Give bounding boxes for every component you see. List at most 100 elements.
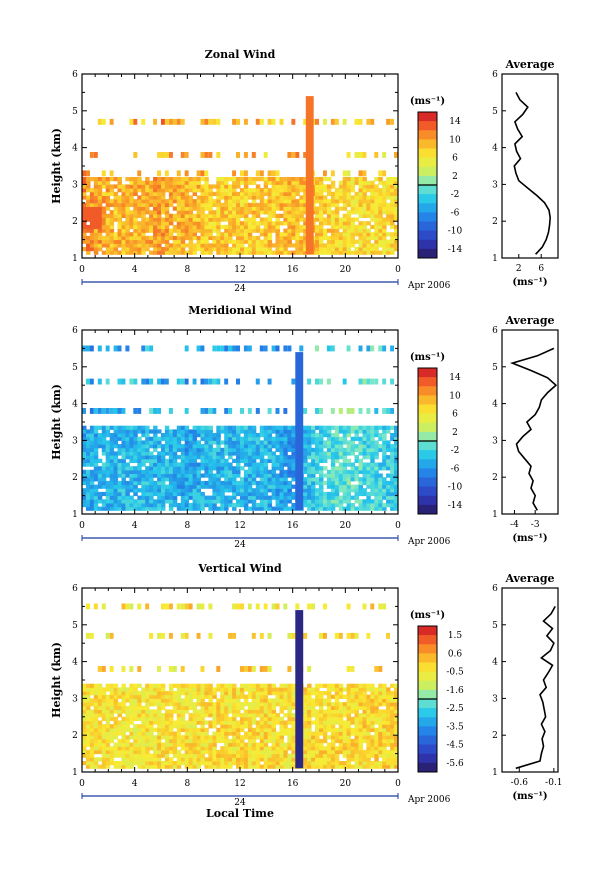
heatmap-cell <box>275 177 280 182</box>
heatmap-cell <box>188 742 194 747</box>
heatmap-cell <box>196 694 201 699</box>
heatmap-cell <box>212 495 217 500</box>
heatmap-cell <box>315 687 320 692</box>
heatmap-cell <box>330 247 336 252</box>
heatmap-cell <box>117 180 122 185</box>
heatmap-cell <box>117 466 122 471</box>
heatmap-cell <box>283 447 288 452</box>
heatmap-cell <box>86 683 91 688</box>
heatmap-cell <box>196 757 201 762</box>
heatmap-cell <box>267 506 273 511</box>
heatmap-cell <box>279 495 284 500</box>
heatmap-cell <box>117 473 122 478</box>
heatmap-cell <box>157 503 162 508</box>
heatmap-cell <box>137 429 142 434</box>
heatmap-cell <box>275 491 280 497</box>
profile-y-tick-label: 1 <box>492 254 498 264</box>
heatmap-cell <box>299 195 304 200</box>
heatmap-cell <box>172 480 178 486</box>
heatmap-cell <box>338 506 344 511</box>
x-tick-label: 8 <box>184 265 190 275</box>
heatmap-cell <box>97 764 103 769</box>
heatmap-cell <box>184 742 190 747</box>
heatmap-cell <box>315 466 320 471</box>
heatmap-cell <box>220 705 225 710</box>
heatmap-cell <box>378 224 383 230</box>
heatmap-cell <box>279 436 284 441</box>
heatmap-cell <box>267 217 273 222</box>
heatmap-cell <box>137 436 142 441</box>
heatmap-cell <box>358 345 363 352</box>
heatmap-cell <box>145 716 150 721</box>
heatmap-cell <box>243 221 249 226</box>
heatmap-cell <box>251 217 257 222</box>
heatmap-cell <box>133 184 138 189</box>
heatmap-cell <box>275 473 280 478</box>
heatmap-cell <box>192 235 197 241</box>
heatmap-cell <box>370 206 375 211</box>
heatmap-cell <box>188 488 194 493</box>
heatmap-cell <box>141 191 146 196</box>
heatmap-cell <box>121 455 126 460</box>
heatmap-cell <box>117 503 122 508</box>
heatmap-cell <box>184 217 190 222</box>
heatmap-cell <box>259 735 265 740</box>
colorbar-swatch <box>418 422 437 433</box>
heatmap-cell <box>204 749 209 755</box>
heatmap-cell <box>220 202 225 207</box>
heatmap-cell <box>366 480 371 486</box>
heatmap-cell <box>386 491 391 497</box>
heatmap-cell <box>101 425 107 430</box>
heatmap-cell <box>247 753 253 758</box>
heatmap-cell <box>121 761 126 766</box>
heatmap-cell <box>89 458 95 463</box>
heatmap-cell <box>291 702 296 707</box>
heatmap-cell <box>145 742 150 747</box>
heatmap-cell <box>129 603 134 610</box>
heatmap-cell <box>113 488 119 493</box>
heatmap-cell <box>378 491 383 497</box>
heatmap-cell <box>109 451 115 456</box>
heatmap-cell <box>192 691 197 696</box>
heatmap-cell <box>216 687 221 692</box>
heatmap-cell <box>196 199 201 204</box>
heatmap-cell <box>319 691 324 696</box>
heatmap-cell <box>137 698 142 703</box>
heatmap-cell <box>370 484 375 489</box>
heatmap-cell <box>192 746 197 751</box>
heatmap-cell <box>133 742 138 747</box>
heatmap-cell <box>216 757 221 762</box>
heatmap-cell <box>105 702 111 707</box>
heatmap-cell <box>240 232 245 237</box>
heatmap-cell <box>315 731 320 736</box>
heatmap-cell <box>236 250 241 255</box>
heatmap-spike <box>305 96 314 255</box>
heatmap-cell <box>200 202 205 207</box>
heatmap-cell <box>164 239 170 244</box>
heatmap-cell <box>283 698 288 703</box>
heatmap-cell <box>109 425 115 430</box>
heatmap-cell <box>86 698 91 703</box>
heatmap-cell <box>319 480 324 486</box>
heatmap-cell <box>216 202 221 207</box>
heatmap-cell <box>86 436 91 441</box>
heatmap-cell <box>216 444 221 449</box>
heatmap-cell <box>386 221 391 226</box>
heatmap-cell <box>153 687 158 692</box>
heatmap-cell <box>271 455 276 460</box>
heatmap-cell <box>390 458 395 463</box>
heatmap-cell <box>216 727 221 732</box>
heatmap-cell <box>390 473 395 478</box>
heatmap-cell <box>255 378 260 385</box>
heatmap-cell <box>311 746 316 751</box>
heatmap-cell <box>188 753 194 758</box>
heatmap-cell <box>247 224 253 230</box>
heatmap-cell <box>216 235 221 241</box>
heatmap-cell <box>251 429 257 434</box>
heatmap-cell <box>350 436 355 441</box>
heatmap-cell <box>358 425 363 430</box>
heatmap-cell <box>315 451 320 456</box>
heatmap-cell <box>192 491 197 497</box>
heatmap-cell <box>319 239 324 244</box>
heatmap-cell <box>117 199 122 204</box>
